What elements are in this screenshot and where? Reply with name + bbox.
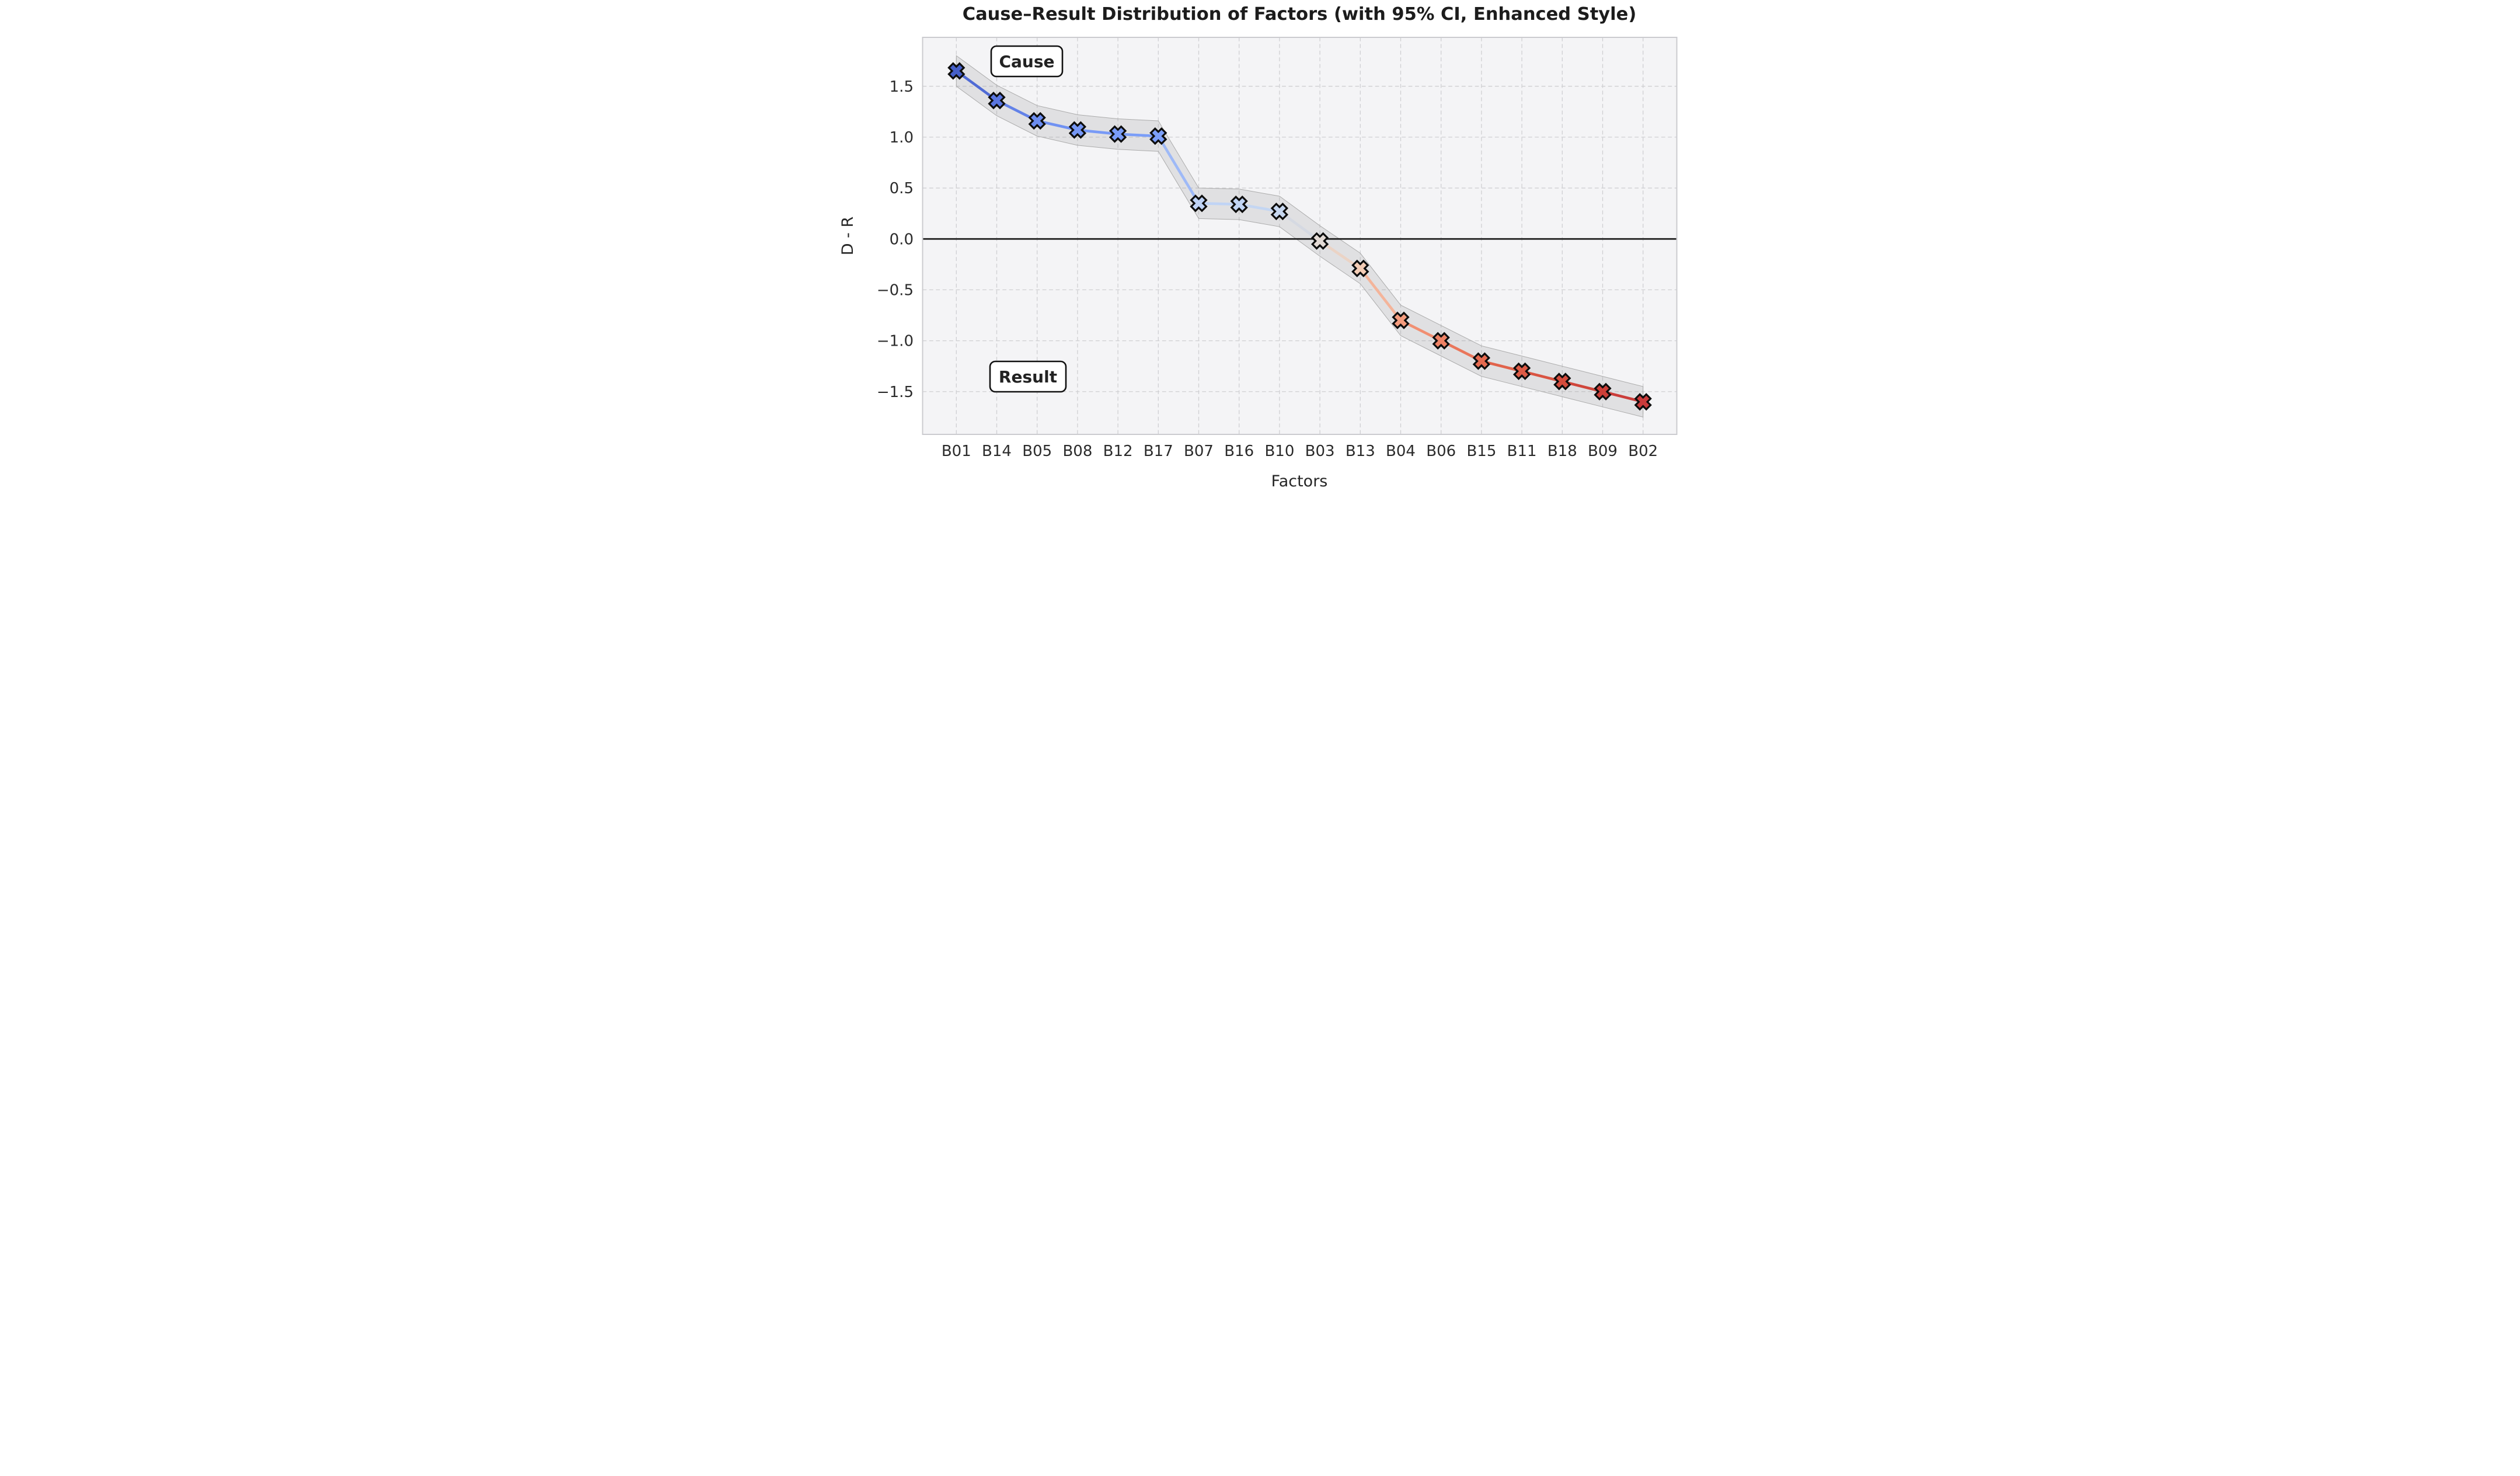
result-box <box>989 360 1067 393</box>
line-segment <box>1358 267 1402 322</box>
line-segment <box>1116 133 1160 138</box>
x-tick-label: B15 <box>1466 443 1496 460</box>
data-point-marker-B06 <box>1432 332 1450 350</box>
x-tick-label: B01 <box>942 443 971 460</box>
y-tick-label: 0.0 <box>890 231 914 248</box>
x-tick-label: B13 <box>1346 443 1375 460</box>
x-tick-label: B16 <box>1224 443 1254 460</box>
figure: 1.5 1.0 0.5 0.0 −0.5 −1.0 −1.5 B01 B14 B05 B08 B12 B… <box>840 0 1680 492</box>
x-tick-label: B02 <box>1628 443 1658 460</box>
data-point-marker-B18 <box>1553 373 1571 391</box>
x-tick-label: B03 <box>1305 443 1335 460</box>
data-point-marker-B04 <box>1392 311 1410 329</box>
y-axis-label: D - R <box>840 217 857 255</box>
data-point-marker-B09 <box>1594 382 1612 401</box>
data-point-marker-B13 <box>1351 259 1369 277</box>
x-tick-label: B05 <box>1022 443 1052 460</box>
cause-label: Cause <box>999 52 1054 71</box>
data-point-marker-B05 <box>1028 112 1046 130</box>
y-tick-label: −1.5 <box>877 384 914 401</box>
x-tick-label: B12 <box>1103 443 1133 460</box>
result-label: Result <box>999 367 1057 387</box>
data-point-marker-B03 <box>1310 232 1329 250</box>
data-point-marker-B01 <box>947 62 966 80</box>
x-tick-label: B11 <box>1507 443 1537 460</box>
data-point-marker-B14 <box>988 91 1006 110</box>
data-point-marker-B12 <box>1109 125 1127 143</box>
x-tick-label: B07 <box>1184 443 1214 460</box>
annotation-cause: Cause <box>990 45 1064 78</box>
axes-spines <box>922 37 1678 435</box>
line-segment <box>1197 201 1241 206</box>
data-point-marker-B17 <box>1149 127 1167 145</box>
x-tick-label: B14 <box>982 443 1012 460</box>
x-axis-label: Factors <box>1271 472 1328 490</box>
annotation-result: Result <box>989 360 1067 393</box>
chart-title: Cause–Result Distribution of Factors (wi… <box>963 4 1637 25</box>
y-tick-label: 1.0 <box>890 129 914 147</box>
data-point-marker-B02 <box>1634 393 1652 411</box>
y-tick-label: −1.0 <box>877 333 914 350</box>
y-tick-label: 0.5 <box>890 180 914 197</box>
x-tick-label: B17 <box>1144 443 1173 460</box>
data-point-marker-B11 <box>1512 362 1531 381</box>
data-point-marker-B15 <box>1472 352 1491 370</box>
line-segment <box>1076 128 1120 135</box>
confidence-band <box>956 55 1644 418</box>
x-tick-label: B10 <box>1264 443 1294 460</box>
cause-box <box>990 45 1064 78</box>
x-tick-label: B04 <box>1386 443 1416 460</box>
data-point-marker-B16 <box>1230 195 1248 214</box>
x-tick-label: B08 <box>1062 443 1092 460</box>
cause-result-chart: 1.5 1.0 0.5 0.0 −0.5 −1.0 −1.5 B01 B14 B05 B08 B12 B… <box>840 0 1680 492</box>
data-point-marker-B08 <box>1068 121 1087 139</box>
x-tick-label: B18 <box>1547 443 1577 460</box>
line-segment <box>1156 134 1200 205</box>
y-tick-label: −0.5 <box>877 282 914 300</box>
x-tick-label: B09 <box>1588 443 1618 460</box>
data-point-marker-B10 <box>1270 203 1289 221</box>
plot-area: 1.5 1.0 0.5 0.0 −0.5 −1.0 −1.5 B01 B14 B05 B08 B12 B… <box>877 37 1678 460</box>
data-point-marker-B07 <box>1190 194 1208 213</box>
y-tick-label: 1.5 <box>890 78 914 96</box>
x-tick-label: B06 <box>1426 443 1456 460</box>
